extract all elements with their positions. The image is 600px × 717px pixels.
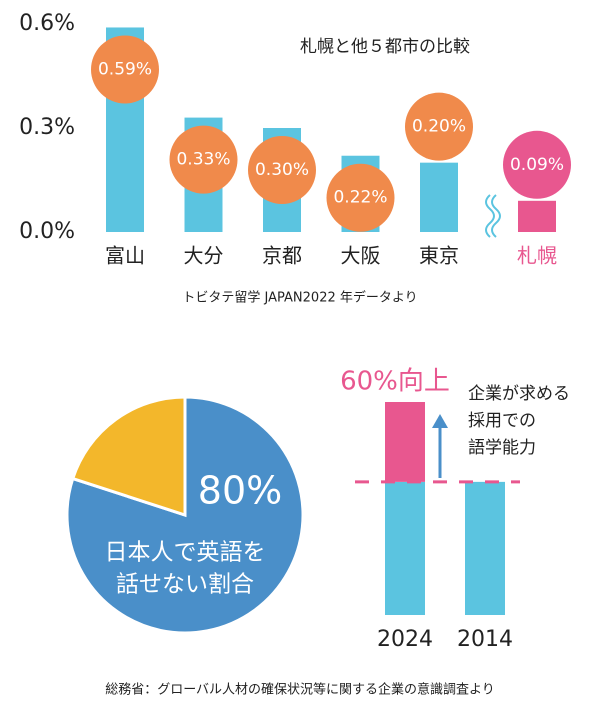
value-label: 0.30% (255, 160, 309, 180)
annotation: 採用での (468, 411, 536, 431)
pie-label: 話せない割合 (116, 572, 254, 598)
bar-segment (385, 481, 425, 615)
x-tick-label: 大分 (184, 244, 224, 268)
bar (420, 162, 458, 232)
value-badge (503, 130, 571, 199)
y-tick-label: 0.6% (19, 11, 75, 36)
pie-label: 日本人で英語を (105, 540, 266, 566)
y-tick-label: 0.0% (19, 219, 75, 244)
value-label: 0.22% (333, 188, 387, 208)
x-tick-label: 2024 (377, 627, 433, 652)
x-tick-label: 富山 (105, 244, 145, 268)
value-badge (91, 35, 159, 104)
value-label: 0.09% (510, 155, 564, 175)
value-label: 0.33% (176, 150, 230, 170)
value-badge (169, 125, 238, 194)
annotation: 語学能力 (468, 438, 536, 458)
value-badge (405, 92, 473, 161)
x-tick-label: 東京 (419, 244, 459, 268)
chart-title: 札幌と他５都市の比較 (300, 37, 470, 57)
pie-slice (65, 395, 305, 635)
x-tick-label: 札幌 (517, 244, 557, 268)
value-label: 60%向上 (340, 367, 450, 397)
axis-break (491, 194, 501, 238)
annotation: 企業が求める (468, 384, 570, 404)
value-label: 0.59% (98, 59, 152, 79)
x-tick-label: 大阪 (341, 244, 381, 268)
arrow-head (432, 414, 448, 428)
bar (518, 200, 556, 232)
source: トビタテ留学 JAPAN2022 年データより (182, 290, 417, 306)
value-badge (326, 163, 395, 232)
y-tick-label: 0.3% (19, 115, 75, 140)
value-badge (248, 136, 316, 204)
value-label: 0.20% (412, 117, 466, 137)
pie-slice (70, 395, 187, 518)
axis-break (485, 194, 495, 238)
x-tick-label: 京都 (262, 244, 302, 268)
source: 総務省：グローバル人材の確保状況等に関する企業の意識調査より (105, 682, 495, 698)
value-label: 80% (198, 469, 282, 513)
bar-segment (385, 402, 425, 482)
bar-segment (465, 481, 505, 615)
x-tick-label: 2014 (457, 627, 513, 652)
